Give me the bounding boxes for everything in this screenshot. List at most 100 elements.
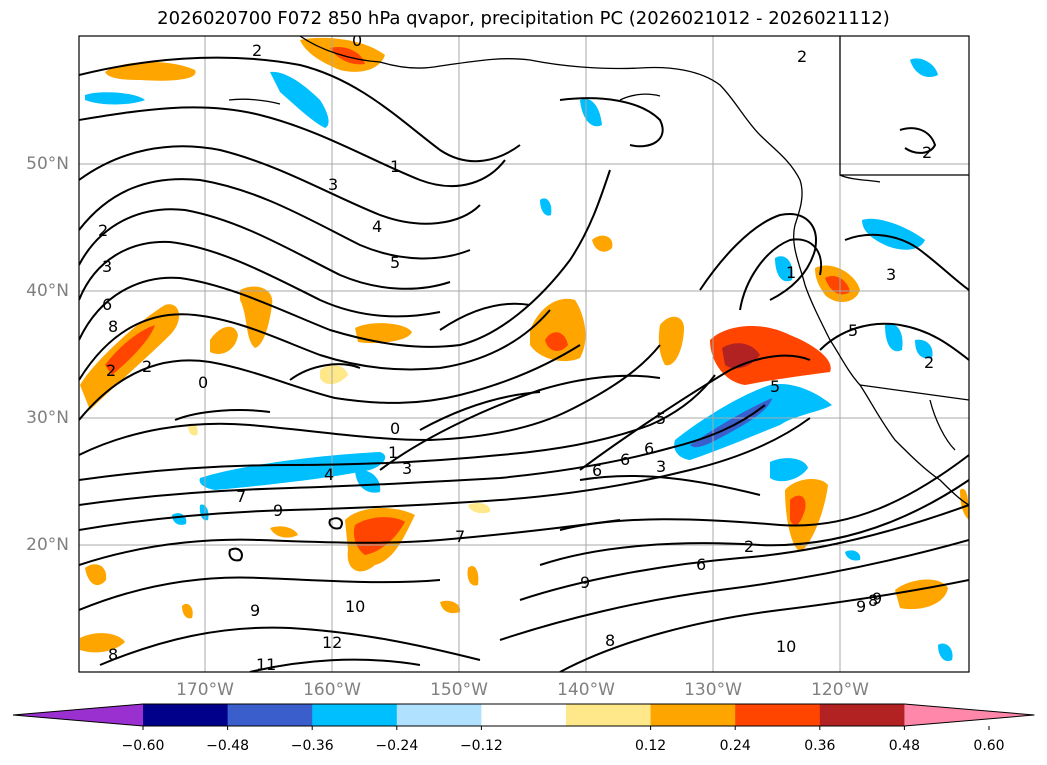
precip-positive-area bbox=[330, 46, 365, 65]
precip-positive-area bbox=[355, 323, 412, 344]
plot-frame bbox=[78, 35, 970, 673]
precip-positive-area bbox=[592, 235, 613, 252]
contour-label: 3 bbox=[328, 175, 338, 194]
contour-label: 7 bbox=[236, 487, 246, 506]
lon-label: 130°W bbox=[684, 680, 742, 700]
lon-label: 150°W bbox=[430, 680, 488, 700]
precip-positive-area bbox=[85, 564, 107, 586]
precip-negative-area bbox=[199, 504, 209, 521]
precip-positive-area bbox=[825, 275, 850, 295]
contour-label: 5 bbox=[848, 321, 858, 340]
colorbar-tick-label: 0.12 bbox=[635, 738, 667, 754]
colorbar-extend-low bbox=[13, 704, 143, 726]
precip-positive-area bbox=[530, 298, 586, 362]
colorbar-tick-label: −0.60 bbox=[121, 738, 165, 754]
precip-negative-area bbox=[355, 469, 381, 493]
coastlines bbox=[228, 36, 969, 506]
precip-negative-area bbox=[770, 458, 808, 482]
contour-label: 2 bbox=[252, 41, 262, 60]
contour-label: 8 bbox=[108, 317, 118, 336]
precip-positive-area bbox=[270, 526, 298, 538]
precip-positive-area bbox=[182, 603, 193, 619]
colorbar-tick-label: −0.24 bbox=[375, 738, 419, 754]
precip-negative-area bbox=[270, 71, 329, 128]
colorbar-tick-label: 0.24 bbox=[719, 738, 751, 754]
contour-label: 3 bbox=[402, 459, 412, 478]
contour-label: 6 bbox=[696, 555, 706, 574]
precip-positive-area bbox=[320, 365, 348, 385]
contour-label: 8 bbox=[108, 645, 118, 664]
contour-label: 8 bbox=[868, 591, 878, 610]
precip-positive-area bbox=[188, 423, 198, 436]
lat-label: 40°N bbox=[26, 281, 69, 301]
precip-positive-area bbox=[105, 61, 196, 81]
contour-label: 9 bbox=[872, 589, 882, 608]
contour-label: 9 bbox=[250, 601, 260, 620]
contour-label: 6 bbox=[620, 450, 630, 469]
contour-label: 4 bbox=[324, 465, 334, 484]
contour-label: 2 bbox=[744, 537, 754, 556]
colorbar-segment bbox=[143, 704, 229, 726]
lat-label: 50°N bbox=[26, 154, 69, 174]
colorbar-segment bbox=[396, 704, 482, 726]
contour-labels: 2 0 2 1 3 4 5 2 3 6 8 2 0 0 1 3 4 7 9 5 … bbox=[98, 31, 934, 674]
colorbar-tick-label: 0.48 bbox=[888, 738, 920, 754]
contour-label: 2 bbox=[98, 221, 108, 240]
precip-negative-area bbox=[938, 643, 953, 662]
contour-label: 6 bbox=[644, 439, 654, 458]
colorbar-segment bbox=[227, 704, 313, 726]
precip-negative-area bbox=[910, 58, 938, 78]
lon-label: 120°W bbox=[811, 680, 869, 700]
colorbar bbox=[12, 703, 1035, 730]
precip-positive-area bbox=[960, 488, 969, 520]
precip-positive-area bbox=[210, 326, 238, 355]
colorbar-segment bbox=[650, 704, 736, 726]
precip-negative-area bbox=[845, 550, 861, 561]
precip-negative-area bbox=[775, 256, 793, 282]
contour-label: 5 bbox=[656, 409, 666, 428]
precip-negative-area bbox=[885, 323, 903, 352]
contour-label: 2 bbox=[922, 143, 932, 162]
precip-positive-area bbox=[468, 502, 491, 514]
lat-label: 30°N bbox=[26, 408, 69, 428]
contour-label: 10 bbox=[776, 637, 796, 656]
contour-label: 1 bbox=[786, 263, 796, 282]
contour-label: 3 bbox=[102, 257, 112, 276]
contour-label: 9 bbox=[856, 597, 866, 616]
colorbar-tick-label: 0.60 bbox=[973, 738, 1005, 754]
lon-label: 170°W bbox=[176, 680, 234, 700]
contour-label: 5 bbox=[390, 253, 400, 272]
contour-label: 1 bbox=[388, 443, 398, 462]
contour-label: 9 bbox=[580, 573, 590, 592]
colorbar-segment bbox=[481, 704, 567, 726]
contour-label: 12 bbox=[322, 633, 342, 652]
precip-positive-area bbox=[467, 565, 479, 586]
contour-label: 6 bbox=[592, 461, 602, 480]
precip-positive-area bbox=[710, 325, 831, 385]
lon-label: 160°W bbox=[303, 680, 361, 700]
contour-label: 0 bbox=[352, 31, 362, 50]
precip-positive-area bbox=[353, 517, 405, 555]
qvapor-contours bbox=[79, 56, 969, 672]
contour-label: 2 bbox=[142, 357, 152, 376]
precip-negative-area bbox=[540, 198, 552, 216]
precip-positive-area bbox=[440, 600, 461, 614]
contour-label: 11 bbox=[256, 655, 276, 674]
contour-label: 3 bbox=[886, 265, 896, 284]
contour-label: 0 bbox=[198, 373, 208, 392]
contour-label: 2 bbox=[924, 353, 934, 372]
precip-positive-area bbox=[80, 633, 125, 653]
contour-label: 1 bbox=[390, 157, 400, 176]
colorbar-extend-high bbox=[904, 704, 1035, 726]
precip-positive-area bbox=[790, 495, 806, 526]
contour-label: 6 bbox=[102, 295, 112, 314]
colorbar-tick-label: −0.12 bbox=[459, 738, 503, 754]
map-title: 2026020700 F072 850 hPa qvapor, precipit… bbox=[157, 8, 890, 29]
precip-positive-area bbox=[658, 316, 685, 366]
colorbar-segment bbox=[566, 704, 652, 726]
contour-label: 4 bbox=[372, 217, 382, 236]
contour-label: 9 bbox=[273, 501, 283, 520]
lon-label: 140°W bbox=[557, 680, 615, 700]
colorbar-tick-label: −0.36 bbox=[290, 738, 334, 754]
colorbar-segment bbox=[819, 704, 905, 726]
